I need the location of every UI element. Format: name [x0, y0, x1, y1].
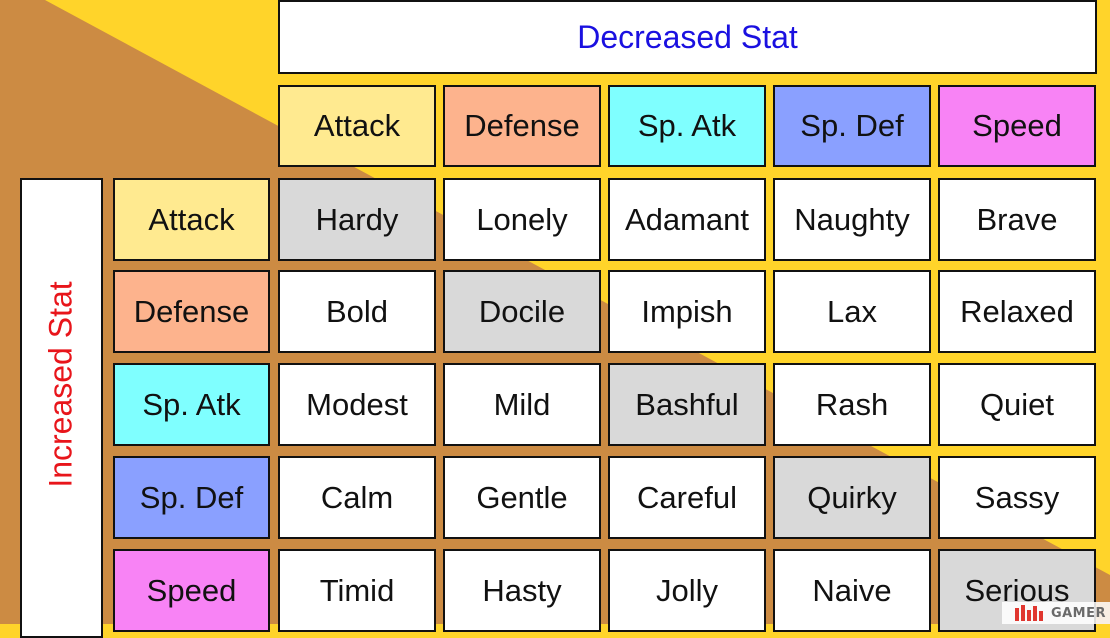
watermark-text: GAMER — [1050, 605, 1106, 621]
nature-cell-bold: Bold — [278, 270, 436, 353]
nature-cell-adamant: Adamant — [608, 178, 766, 261]
nature-cell-brave: Brave — [938, 178, 1096, 261]
nature-cell-rash: Rash — [773, 363, 931, 446]
column-header-sp-def: Sp. Def — [773, 85, 931, 167]
nature-cell-hasty: Hasty — [443, 549, 601, 632]
nature-cell-lax: Lax — [773, 270, 931, 353]
column-header-sp-atk: Sp. Atk — [608, 85, 766, 167]
nature-cell-docile: Docile — [443, 270, 601, 353]
row-header-defense: Defense — [113, 270, 270, 353]
nature-cell-lonely: Lonely — [443, 178, 601, 261]
nature-cell-jolly: Jolly — [608, 549, 766, 632]
row-header-speed: Speed — [113, 549, 270, 632]
column-header-attack: Attack — [278, 85, 436, 167]
column-header-speed: Speed — [938, 85, 1096, 167]
nature-cell-hardy: Hardy — [278, 178, 436, 261]
nature-cell-gentle: Gentle — [443, 456, 601, 539]
nature-cell-mild: Mild — [443, 363, 601, 446]
decreased-stat-label: Decreased Stat — [577, 18, 798, 55]
increased-stat-title: Increased Stat — [20, 178, 103, 638]
row-header-sp-def: Sp. Def — [113, 456, 270, 539]
gamer-watermark: GAMER — [1002, 602, 1110, 624]
nature-cell-quiet: Quiet — [938, 363, 1096, 446]
row-header-sp-atk: Sp. Atk — [113, 363, 270, 446]
nature-cell-quirky: Quirky — [773, 456, 931, 539]
nature-cell-naive: Naive — [773, 549, 931, 632]
nature-cell-careful: Careful — [608, 456, 766, 539]
nature-cell-impish: Impish — [608, 270, 766, 353]
decreased-stat-title: Decreased Stat — [278, 0, 1097, 74]
nature-cell-bashful: Bashful — [608, 363, 766, 446]
nature-cell-timid: Timid — [278, 549, 436, 632]
nature-cell-relaxed: Relaxed — [938, 270, 1096, 353]
nature-cell-sassy: Sassy — [938, 456, 1096, 539]
gamer-logo-icon — [1014, 605, 1045, 621]
column-header-defense: Defense — [443, 85, 601, 167]
nature-cell-naughty: Naughty — [773, 178, 931, 261]
nature-cell-modest: Modest — [278, 363, 436, 446]
nature-cell-calm: Calm — [278, 456, 436, 539]
increased-stat-label: Increased Stat — [43, 280, 79, 488]
row-header-attack: Attack — [113, 178, 270, 261]
